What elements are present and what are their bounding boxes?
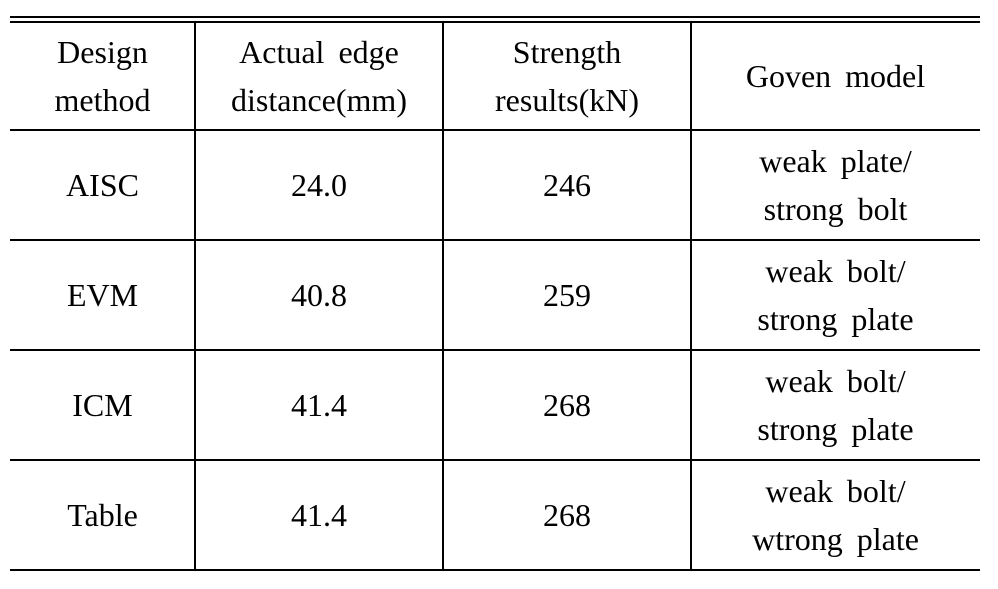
body-cell: weak bolt/strong plate bbox=[691, 240, 980, 350]
cell-text: strong plate bbox=[757, 301, 914, 337]
cell-text: ICM bbox=[72, 387, 133, 423]
cell-text: Strength bbox=[512, 34, 622, 70]
cell-text: 24.0 bbox=[291, 167, 347, 203]
body-cell: AISC bbox=[10, 130, 195, 240]
cell-text: strong bolt bbox=[763, 191, 908, 227]
body-cell: 24.0 bbox=[195, 130, 443, 240]
cell-text: Goven model bbox=[745, 58, 926, 94]
body-cell: 41.4 bbox=[195, 350, 443, 460]
cell-text: weak bolt/ bbox=[765, 473, 906, 509]
header-cell: Goven model bbox=[691, 22, 980, 130]
cell-text: 268 bbox=[543, 387, 591, 423]
cell-text: results(kN) bbox=[495, 82, 639, 118]
cell-text: 268 bbox=[543, 497, 591, 533]
cell-text: EVM bbox=[66, 277, 139, 313]
column-rule bbox=[442, 22, 444, 570]
cell-text: 41.4 bbox=[291, 387, 347, 423]
cell-text: weak bolt/ bbox=[765, 363, 906, 399]
header-rule bbox=[10, 129, 980, 131]
top-rule bbox=[10, 21, 980, 23]
header-cell: Strength results(kN) bbox=[443, 22, 691, 130]
body-cell: 268 bbox=[443, 460, 691, 570]
body-cell: 40.8 bbox=[195, 240, 443, 350]
cell-text: Actual edge bbox=[239, 34, 399, 70]
header-cell: Actual edge distance(mm) bbox=[195, 22, 443, 130]
body-cell: weak bolt/strong plate bbox=[691, 350, 980, 460]
body-cell: 268 bbox=[443, 350, 691, 460]
column-rule bbox=[690, 22, 692, 570]
cell-text: 40.8 bbox=[291, 277, 347, 313]
body-cell: 246 bbox=[443, 130, 691, 240]
body-cell: ICM bbox=[10, 350, 195, 460]
cell-text: distance(mm) bbox=[231, 82, 407, 118]
cell-text: Table bbox=[67, 497, 138, 533]
top-rule bbox=[10, 16, 980, 18]
body-cell: weak plate/strong bolt bbox=[691, 130, 980, 240]
cell-text: method bbox=[54, 82, 151, 118]
row-rule bbox=[10, 459, 980, 461]
cell-text: weak bolt/ bbox=[765, 253, 906, 289]
body-cell: Table bbox=[10, 460, 195, 570]
cell-text: Design bbox=[57, 34, 148, 70]
cell-text: wtrong plate bbox=[752, 521, 919, 557]
body-cell: 41.4 bbox=[195, 460, 443, 570]
cell-text: AISC bbox=[66, 167, 139, 203]
cell-text: 246 bbox=[543, 167, 591, 203]
row-rule bbox=[10, 239, 980, 241]
column-rule bbox=[194, 22, 196, 570]
header-cell: Design method bbox=[10, 22, 195, 130]
cell-text: weak plate/ bbox=[759, 143, 912, 179]
body-cell: 259 bbox=[443, 240, 691, 350]
cell-text: 41.4 bbox=[291, 497, 347, 533]
row-rule bbox=[10, 349, 980, 351]
body-cell: weak bolt/wtrong plate bbox=[691, 460, 980, 570]
cell-text: 259 bbox=[543, 277, 591, 313]
body-cell: EVM bbox=[10, 240, 195, 350]
cell-text: strong plate bbox=[757, 411, 914, 447]
bottom-rule bbox=[10, 569, 980, 571]
